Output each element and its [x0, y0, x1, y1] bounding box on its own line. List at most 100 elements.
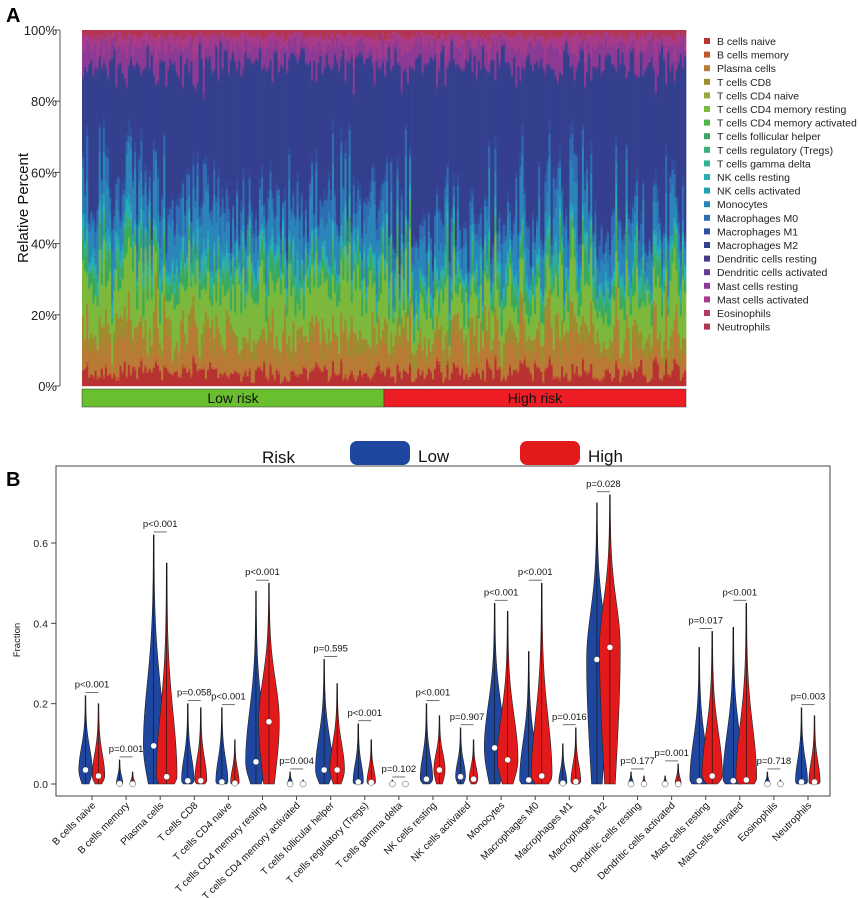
bar-segment	[346, 355, 349, 379]
bar-segment	[494, 171, 497, 196]
bar-segment	[150, 290, 154, 298]
bar-segment	[171, 64, 174, 67]
bar-segment	[246, 230, 249, 256]
bar-segment	[513, 234, 516, 277]
bar-segment	[365, 349, 368, 373]
bar-segment	[344, 201, 347, 208]
bar-segment	[415, 303, 418, 309]
bar-segment	[144, 161, 147, 172]
bar-segment	[390, 70, 393, 74]
bar-segment	[425, 319, 429, 320]
bar-segment	[523, 188, 526, 194]
bar-segment	[481, 351, 485, 370]
bar-segment	[152, 367, 156, 368]
bar-segment	[359, 184, 362, 199]
bar-segment	[181, 30, 185, 42]
bar-segment	[525, 246, 529, 276]
bar-segment	[479, 379, 483, 387]
bar-column	[423, 30, 426, 387]
bar-segment	[386, 226, 389, 238]
bar-segment	[396, 237, 399, 256]
bar-segment	[481, 329, 485, 332]
bar-segment	[340, 153, 343, 226]
bar-segment	[215, 47, 218, 197]
bar-segment	[488, 63, 491, 71]
bar-segment	[502, 295, 506, 301]
bar-segment	[329, 280, 333, 300]
bar-segment	[486, 330, 489, 340]
bar-segment	[448, 367, 451, 380]
bar-column	[115, 30, 118, 387]
bar-segment	[275, 368, 279, 371]
bar-segment	[248, 201, 252, 217]
bar-segment	[446, 226, 449, 241]
bar-segment	[256, 303, 260, 306]
bar-segment	[369, 245, 372, 249]
bar-segment	[294, 57, 297, 216]
bar-segment	[269, 328, 272, 332]
bar-segment	[84, 30, 87, 34]
bar-segment	[171, 293, 174, 295]
bar-segment	[367, 287, 370, 345]
bar-column	[371, 30, 374, 387]
bar-segment	[429, 307, 433, 319]
bar-segment	[377, 317, 381, 344]
bar-segment	[190, 286, 193, 288]
bar-segment	[327, 298, 331, 328]
bar-segment	[286, 352, 289, 380]
bar-segment	[350, 30, 354, 36]
bar-segment	[211, 286, 214, 288]
bar-segment	[242, 68, 245, 73]
bar-segment	[375, 294, 379, 303]
bar-column	[113, 30, 116, 387]
bar-segment	[392, 44, 395, 65]
bar-segment	[461, 303, 464, 327]
bar-segment	[429, 351, 433, 364]
bar-segment	[234, 332, 237, 334]
bar-segment	[398, 64, 402, 66]
bar-segment	[369, 249, 372, 253]
bar-segment	[259, 267, 262, 335]
bar-segment	[234, 51, 237, 60]
bar-segment	[448, 63, 451, 262]
bar-segment	[248, 256, 252, 327]
bar-segment	[156, 48, 160, 80]
bar-segment	[142, 334, 145, 338]
bar-segment	[379, 338, 383, 348]
bar-segment	[346, 338, 349, 341]
bar-segment	[117, 251, 120, 266]
bar-segment	[169, 34, 172, 46]
bar-segment	[367, 215, 370, 249]
bar-segment	[113, 46, 116, 49]
bar-segment	[240, 230, 243, 272]
bar-segment	[152, 310, 156, 312]
bar-segment	[223, 270, 227, 272]
bar-segment	[521, 52, 524, 66]
bar-segment	[209, 213, 212, 221]
bar-segment	[458, 375, 462, 387]
bar-segment	[402, 370, 406, 387]
bar-segment	[511, 240, 514, 251]
bar-segment	[238, 353, 241, 360]
bar-column	[211, 30, 214, 387]
bar-column	[109, 30, 112, 387]
bar-segment	[186, 58, 189, 60]
bar-segment	[454, 332, 458, 367]
bar-segment	[223, 232, 227, 257]
bar-segment	[527, 350, 531, 367]
bar-segment	[100, 180, 104, 194]
bar-segment	[100, 326, 104, 339]
bar-segment	[454, 63, 458, 66]
bar-segment	[463, 379, 466, 380]
bar-segment	[329, 190, 333, 201]
bar-segment	[275, 216, 279, 245]
bar-segment	[290, 36, 293, 46]
bar-segment	[284, 53, 287, 57]
bar-segment	[142, 262, 145, 272]
bar-segment	[392, 249, 395, 271]
bar-segment	[398, 335, 402, 345]
bar-segment	[106, 342, 110, 375]
bar-segment	[136, 47, 139, 61]
bar-segment	[188, 208, 191, 212]
bar-segment	[263, 250, 266, 252]
